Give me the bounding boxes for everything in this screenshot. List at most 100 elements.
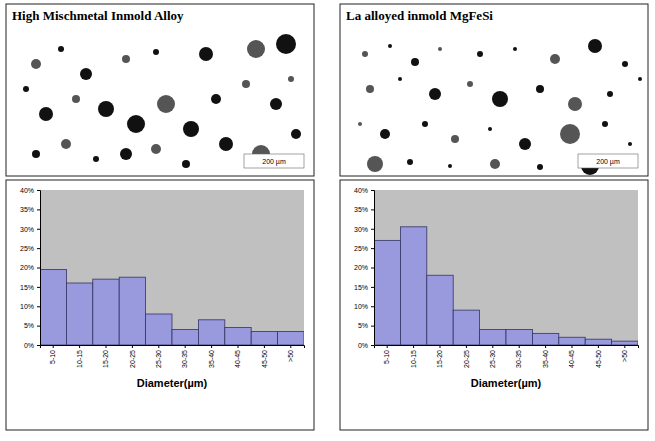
tick: 30-35 [515, 345, 522, 368]
nodule [247, 40, 265, 58]
tick-mark [37, 229, 40, 230]
nodule [288, 76, 294, 82]
nodule [122, 55, 130, 63]
tick-label: 20% [354, 264, 368, 271]
y-axis: 0%5%10%15%20%25%30%35%40% [20, 187, 41, 349]
axis-line [375, 346, 639, 349]
tick-label: 25-30 [155, 350, 162, 368]
bar [146, 314, 172, 345]
nodule [127, 115, 145, 133]
bar [559, 337, 585, 345]
tick-mark [492, 345, 493, 348]
tick-mark [466, 345, 467, 348]
panel: High Mischmetal Inmold Alloy200 µm0%5%10… [6, 4, 314, 430]
bar [225, 328, 251, 345]
nodule [276, 34, 296, 54]
scale-label: 200 µm [596, 158, 620, 166]
tick: 5-10 [383, 345, 390, 364]
tick-mark [158, 345, 159, 348]
scale-bar-box [244, 154, 304, 168]
chart-frame [340, 180, 648, 430]
tick-mark [37, 209, 40, 210]
tick: 35-40 [208, 345, 215, 368]
tick: 10% [354, 303, 374, 310]
tick-mark [132, 345, 133, 348]
nodule [23, 86, 29, 92]
chart-frame [6, 180, 314, 430]
tick: 40-45 [234, 345, 241, 368]
tick-mark [211, 345, 212, 348]
tick-label: 15% [354, 284, 368, 291]
nodule [61, 139, 71, 149]
nodule [477, 51, 483, 57]
nodule [537, 164, 543, 170]
tick-label: 25-30 [489, 350, 496, 368]
tick-label: >50 [287, 350, 294, 362]
bar [172, 330, 198, 346]
tick-mark [371, 287, 374, 288]
panel-title: High Mischmetal Inmold Alloy [12, 8, 184, 23]
tick-mark [37, 268, 40, 269]
tick-mark [264, 345, 265, 348]
tick: 20% [354, 264, 374, 271]
nodule [550, 54, 560, 64]
tick: 5% [358, 322, 374, 329]
panel-title: La alloyed inmold MgFeSi [346, 8, 493, 23]
nodule [367, 156, 383, 172]
nodule [270, 98, 282, 110]
tick-mark [440, 345, 441, 348]
nodule [429, 88, 441, 100]
axis-title: Diameter(µm) [137, 377, 208, 389]
tick-mark [371, 345, 374, 346]
tick-mark [371, 209, 374, 210]
nodule [448, 164, 452, 168]
nodule [291, 129, 301, 139]
tick-label: 25% [20, 245, 34, 252]
tick-label: 20-25 [463, 350, 470, 368]
nodule [560, 124, 580, 144]
tick: 0% [24, 342, 40, 349]
nodule [607, 91, 613, 97]
tick-mark [519, 345, 520, 348]
tick-label: 20% [20, 264, 34, 271]
nodule [242, 80, 250, 88]
tick-label: 35% [354, 206, 368, 213]
nodule [492, 91, 508, 107]
tick-label: 45-50 [595, 350, 602, 368]
nodule [72, 95, 80, 103]
tick: 25% [354, 245, 374, 252]
bar [278, 331, 304, 345]
nodule [358, 122, 362, 126]
tick-mark [37, 306, 40, 307]
nodule [31, 59, 41, 69]
tick: >50 [287, 345, 294, 362]
tick: 20-25 [463, 345, 470, 368]
tick-mark [37, 190, 40, 191]
tick-label: 10-15 [410, 350, 417, 368]
nodule [536, 85, 544, 93]
tick: 20% [20, 264, 40, 271]
nodules [358, 39, 642, 175]
tick-mark [37, 326, 40, 327]
tick-mark [37, 248, 40, 249]
tick: 15% [20, 284, 40, 291]
nodule [622, 61, 628, 67]
bar [119, 277, 145, 345]
tick: 30-35 [181, 345, 188, 368]
nodule [199, 47, 213, 61]
axis-line [371, 191, 375, 346]
tick-mark [371, 229, 374, 230]
tick-mark [413, 345, 414, 348]
bar [532, 333, 558, 345]
bar [40, 269, 66, 345]
tick-label: 20-25 [129, 350, 136, 368]
nodule [490, 159, 500, 169]
nodule [39, 107, 53, 121]
axis-title: Diameter(µm) [471, 377, 542, 389]
nodule [438, 47, 442, 51]
tick: 35% [354, 206, 374, 213]
tick-mark [290, 345, 291, 348]
nodule [638, 77, 642, 81]
nodule [151, 144, 161, 154]
tick: 15-20 [436, 345, 443, 368]
